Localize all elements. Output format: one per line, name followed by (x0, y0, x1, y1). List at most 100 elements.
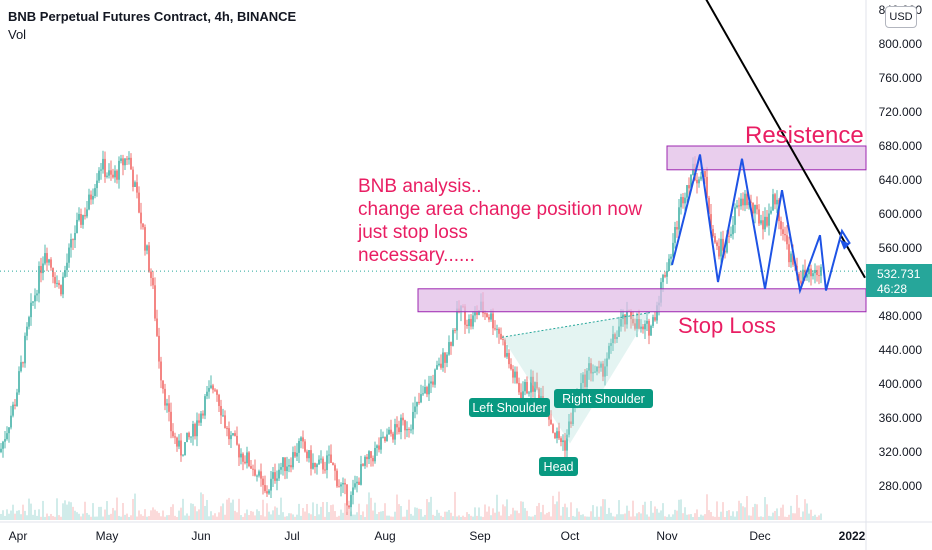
candle-body (666, 270, 668, 277)
volume-bar (664, 516, 666, 520)
candle-body (316, 464, 318, 468)
candle-body (616, 336, 618, 340)
candle-body (814, 269, 816, 274)
candle-body (328, 454, 330, 456)
candle-body (288, 465, 290, 467)
candle-body (228, 428, 230, 440)
price-badge-value: 532.731 (877, 267, 921, 281)
candle-body (344, 482, 346, 485)
volume-bar (728, 510, 730, 520)
candle-body (336, 470, 338, 487)
candle-body (690, 174, 692, 189)
volume-bar (56, 498, 58, 520)
volume-bar (590, 511, 592, 520)
volume-bar (164, 516, 166, 520)
candle-body (362, 464, 364, 466)
candle-body (682, 197, 684, 204)
candle-body (430, 381, 432, 384)
analysis-text: necessary...... (358, 245, 475, 266)
volume-bar (546, 512, 548, 520)
volume-bar (222, 503, 224, 520)
candle-body (214, 389, 216, 391)
volume-bar (632, 500, 634, 520)
candle-body (434, 369, 436, 385)
volume-bar (30, 503, 32, 520)
candle-body (604, 366, 606, 377)
volume-bar (584, 516, 586, 520)
volume-bar (232, 499, 234, 520)
head-label: Head (544, 460, 574, 474)
candle-body (338, 486, 340, 488)
volume-bar (618, 500, 620, 520)
candle-body (422, 393, 424, 395)
volume-bar (346, 511, 348, 520)
volume-bar (220, 506, 222, 520)
volume-bar (338, 515, 340, 520)
candle-body (746, 193, 748, 206)
candle-body (368, 451, 370, 460)
candle-body (122, 158, 124, 166)
candle-body (734, 207, 736, 225)
volume-bar (476, 515, 478, 520)
volume-bar (724, 516, 726, 520)
candle-body (76, 219, 78, 234)
candle-body (208, 387, 210, 392)
volume-bar (522, 501, 524, 520)
candle-body (804, 269, 806, 278)
candle-body (532, 376, 534, 392)
x-tick-label: 2022 (839, 529, 866, 543)
volume-bar (440, 515, 442, 520)
candle-body (40, 266, 42, 274)
candle-body (36, 293, 38, 296)
candle-series (0, 150, 822, 517)
volume-bar (486, 511, 488, 520)
candle-body (766, 216, 768, 226)
volume-bar (0, 513, 2, 520)
volume-bar (456, 516, 458, 520)
volume-bar (752, 507, 754, 520)
volume-bar (122, 502, 124, 520)
volume-bar (102, 516, 104, 520)
volume-bar (24, 510, 26, 520)
volume-bar (388, 515, 390, 520)
candle-body (550, 419, 552, 425)
volume-bar (690, 514, 692, 520)
volume-bar (452, 516, 454, 520)
volume-bar (128, 516, 130, 520)
volume-bar (2, 510, 4, 520)
volume-bar (82, 513, 84, 520)
volume-bar (570, 502, 572, 520)
volume-bar (408, 499, 410, 520)
y-tick-label: 760.000 (879, 71, 923, 85)
volume-bar (806, 503, 808, 520)
candle-body (126, 158, 128, 160)
candle-body (512, 369, 514, 378)
candle-body (568, 421, 570, 435)
volume-bar (772, 512, 774, 520)
volume-bar (740, 503, 742, 520)
volume-bar (370, 497, 372, 520)
volume-bar (96, 516, 98, 520)
candle-body (304, 441, 306, 452)
volume-bar (468, 514, 470, 520)
candle-body (260, 471, 262, 479)
volume-bar (382, 511, 384, 520)
volume-bar (458, 515, 460, 520)
candle-body (736, 205, 738, 208)
volume-bar (580, 514, 582, 520)
candle-body (614, 334, 616, 340)
volume-bar (250, 510, 252, 520)
candle-body (444, 352, 446, 363)
candle-body (624, 314, 626, 325)
candle-body (644, 323, 646, 330)
candle-body (176, 437, 178, 447)
volume-bar (252, 511, 254, 520)
candle-body (318, 459, 320, 465)
candle-body (198, 420, 200, 423)
candle-body (426, 386, 428, 395)
currency-button[interactable]: USD (885, 6, 917, 28)
candle-body (250, 466, 252, 469)
candle-body (476, 312, 478, 315)
candle-body (686, 185, 688, 198)
